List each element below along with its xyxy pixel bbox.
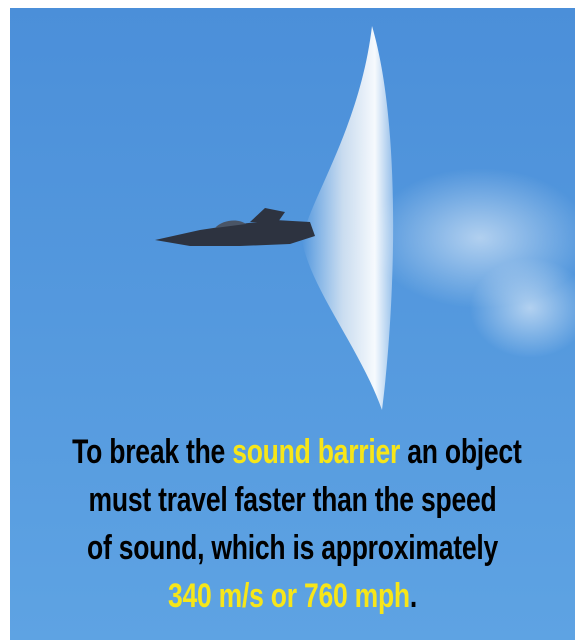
- highlight-text: 340 m/s or 760 mph: [168, 577, 410, 615]
- caption-text: an object: [400, 433, 521, 471]
- caption-text: of sound, which is approximately: [87, 529, 498, 567]
- caption-line: must travel faster than the speed: [72, 476, 513, 524]
- caption-text: To break the: [72, 433, 232, 471]
- caption-line: 340 m/s or 760 mph.: [72, 572, 513, 620]
- highlight-text: sound barrier: [232, 433, 400, 471]
- caption-text: must travel faster than the speed: [89, 481, 497, 519]
- caption-line: of sound, which is approximately: [72, 524, 513, 572]
- page: To break the sound barrier an object must…: [0, 0, 579, 644]
- caption-text: .: [410, 577, 417, 615]
- caption-line: To break the sound barrier an object: [72, 428, 513, 476]
- caption: To break the sound barrier an object must…: [10, 428, 575, 620]
